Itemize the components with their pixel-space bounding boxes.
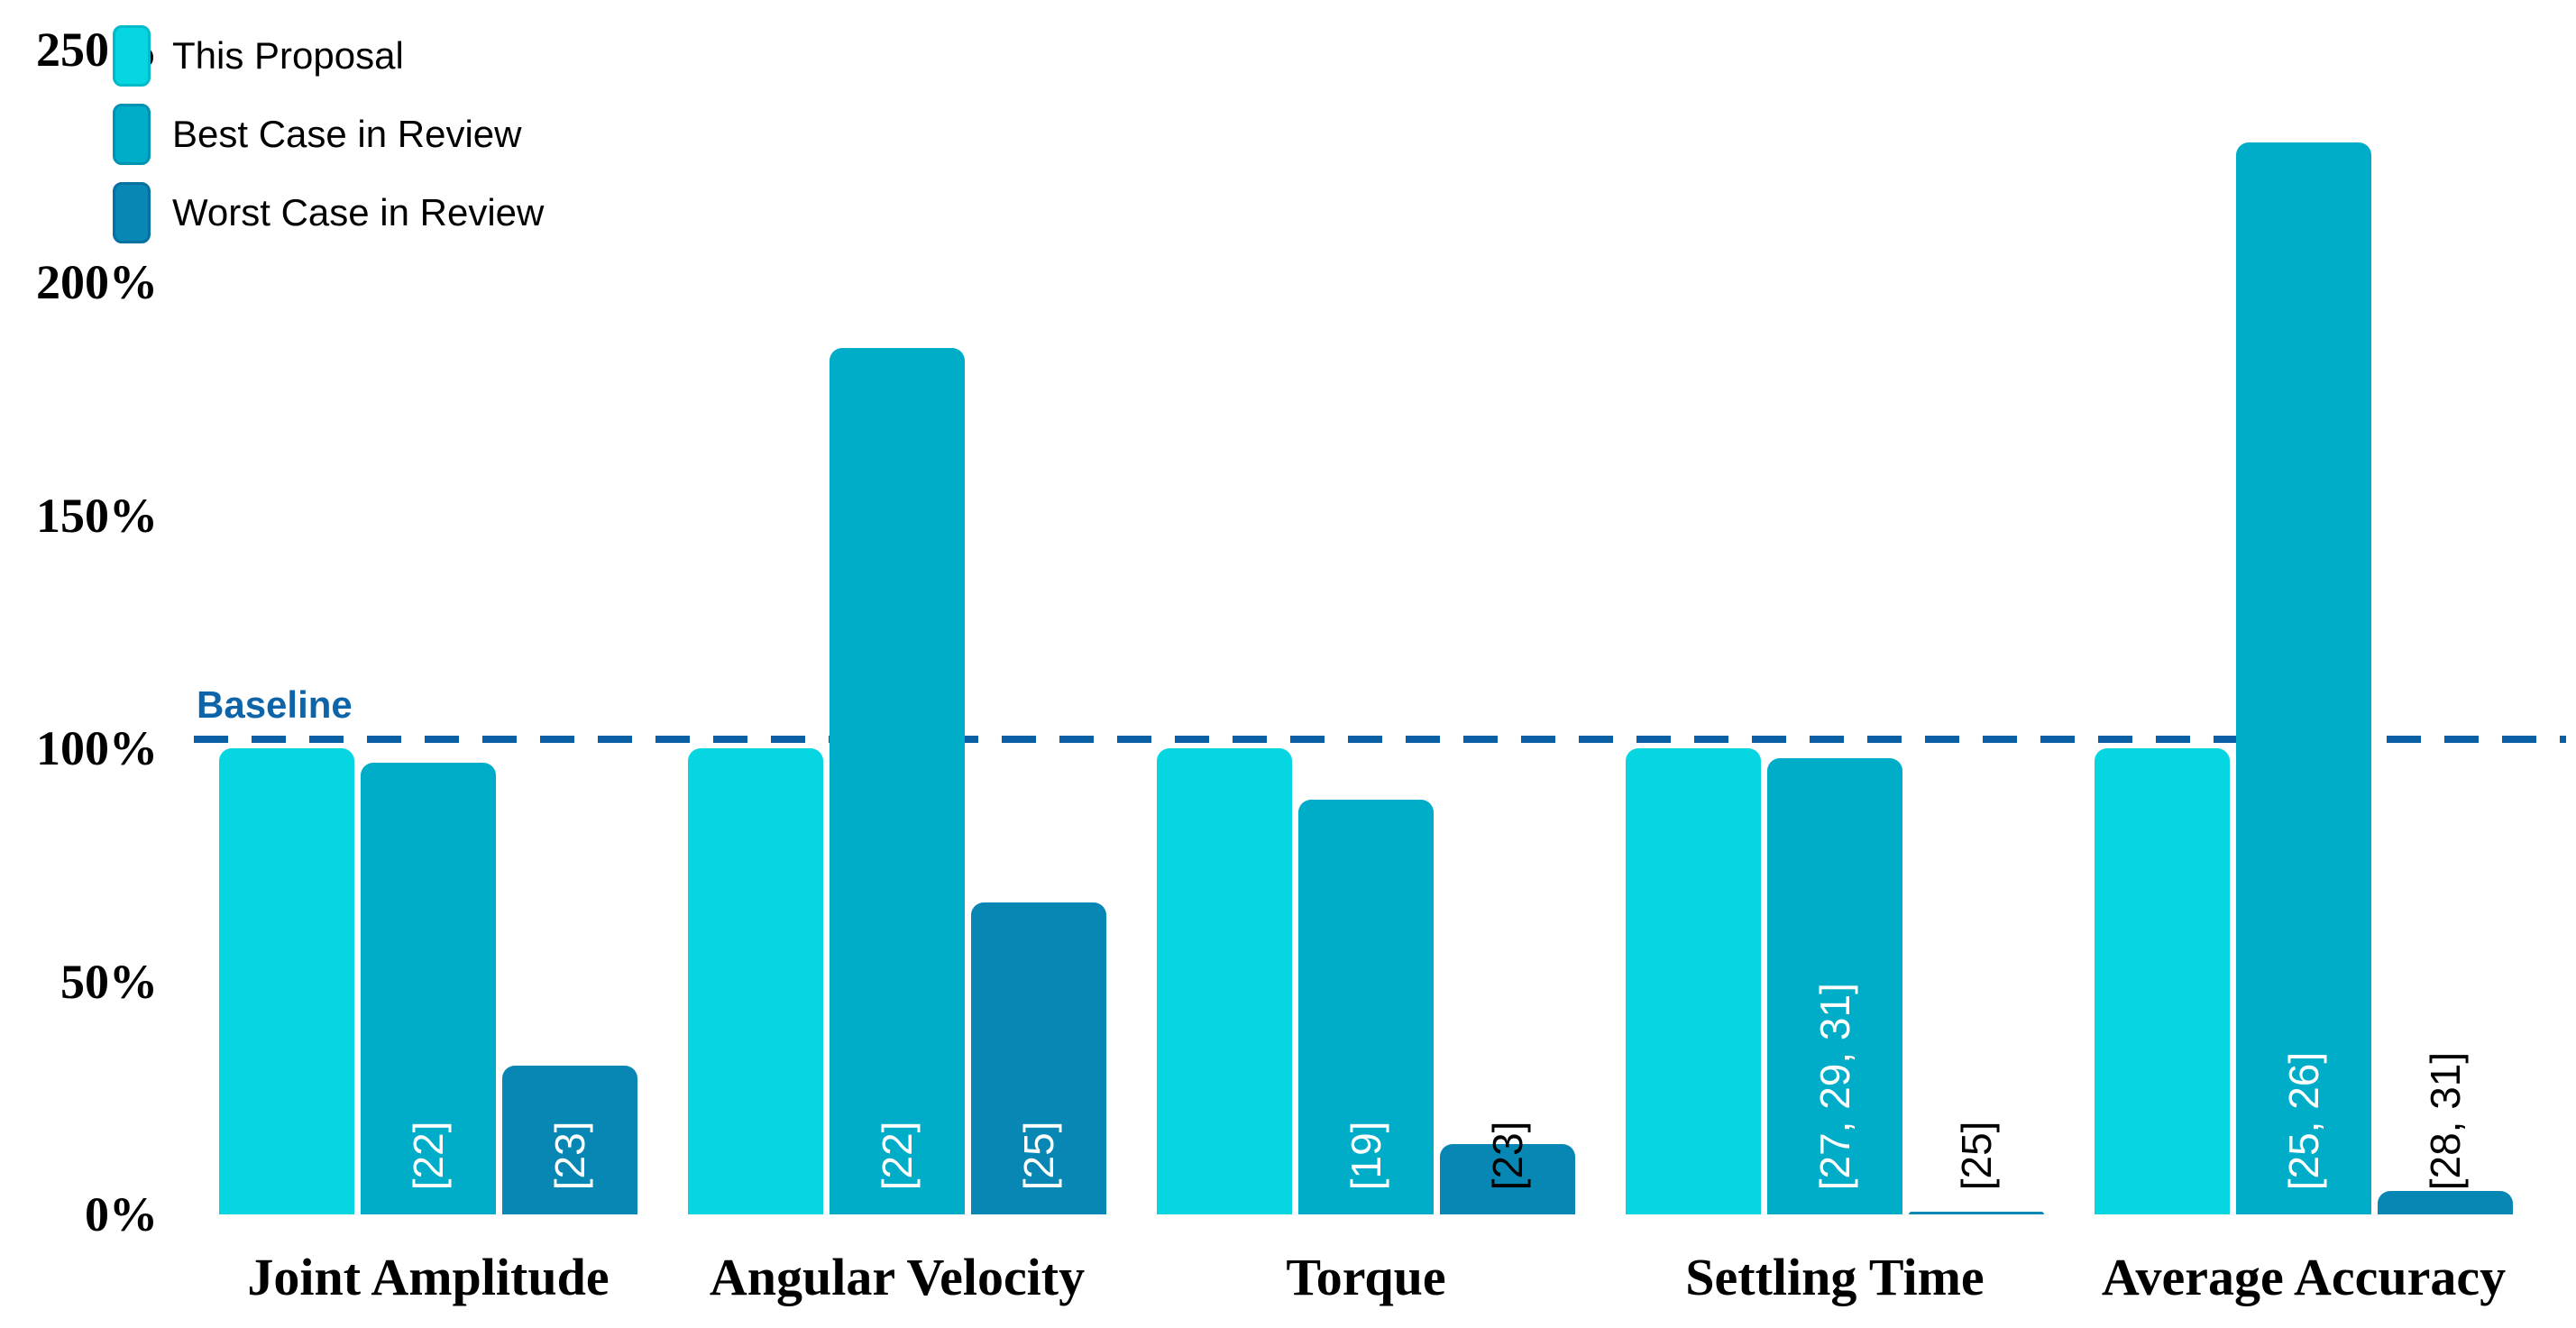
citation-label: [25, 26] — [2279, 1051, 2327, 1190]
x-axis-category-label: Average Accuracy — [2101, 1248, 2507, 1306]
bar-this-proposal — [1626, 748, 1761, 1214]
bar-best-case-in-review: [22] — [361, 762, 496, 1214]
y-axis-tick-label: 50% — [60, 954, 158, 1009]
citation-label: [23] — [1483, 1121, 1531, 1190]
x-axis-category-label: Angular Velocity — [709, 1248, 1086, 1306]
bar-worst-case-in-review: [25] — [1909, 1121, 2044, 1214]
legend-label: Best Case in Review — [172, 113, 522, 155]
bar-group: [19] [23] — [1132, 50, 1600, 1214]
citation-label: [25] — [1014, 1121, 1062, 1190]
y-axis-tick-label: 200% — [36, 255, 158, 310]
x-axis-category-label: Settling Time — [1685, 1248, 1985, 1306]
legend-item: Worst Case in Review — [113, 182, 544, 243]
citation-label: [23] — [545, 1121, 593, 1190]
bar-worst-case-in-review: [23] — [1440, 1121, 1575, 1214]
bar-group: [27, 29, 31] [25] — [1600, 50, 2069, 1214]
bar-this-proposal — [2095, 748, 2230, 1214]
legend-label: This Proposal — [172, 34, 404, 77]
y-axis-tick-label: 0% — [85, 1187, 158, 1241]
citation-label: [28, 31] — [2421, 1051, 2469, 1190]
citation-label: [25] — [1952, 1121, 2000, 1190]
y-axis-tick-label: 150% — [36, 488, 158, 543]
bar-group: [25, 26] [28, 31] — [2069, 50, 2538, 1214]
plot-area: Baseline [22] [23] [22] [25] [19] [23] [27, 29… — [194, 50, 2566, 1214]
baseline-label: Baseline — [197, 682, 353, 726]
citation-label: [27, 29, 31] — [1811, 982, 1858, 1190]
legend: This Proposal Best Case in Review Worst Ca… — [113, 25, 544, 243]
bar-group: [22] [23] — [194, 50, 663, 1214]
legend-swatch — [113, 104, 151, 165]
bar-worst-case-in-review: [28, 31] — [2378, 1052, 2513, 1214]
legend-swatch — [113, 25, 151, 87]
legend-item: This Proposal — [113, 25, 544, 87]
bar-worst-case-in-review: [25] — [971, 902, 1106, 1214]
bar-this-proposal — [1157, 748, 1292, 1214]
bar-best-case-in-review: [22] — [830, 347, 965, 1214]
legend-item: Best Case in Review — [113, 104, 544, 165]
bar-this-proposal — [219, 748, 354, 1214]
bar-best-case-in-review: [27, 29, 31] — [1767, 757, 1902, 1214]
legend-swatch — [113, 182, 151, 243]
bar-worst-case-in-review: [23] — [502, 1065, 637, 1214]
bar-group: [22] [25] — [663, 50, 1132, 1214]
citation-label: [22] — [404, 1121, 452, 1190]
bar-this-proposal — [688, 748, 823, 1214]
x-axis-category-label: Joint Amplitude — [247, 1248, 610, 1306]
bar-best-case-in-review: [25, 26] — [2236, 142, 2371, 1214]
bar-best-case-in-review: [19] — [1298, 800, 1434, 1214]
x-axis-category-label: Torque — [1286, 1248, 1446, 1306]
y-axis-tick-label: 100% — [36, 721, 158, 776]
citation-label: [22] — [873, 1121, 921, 1190]
baseline-dashed-line — [194, 735, 2566, 743]
citation-label: [19] — [1342, 1121, 1389, 1190]
legend-label: Worst Case in Review — [172, 191, 545, 234]
